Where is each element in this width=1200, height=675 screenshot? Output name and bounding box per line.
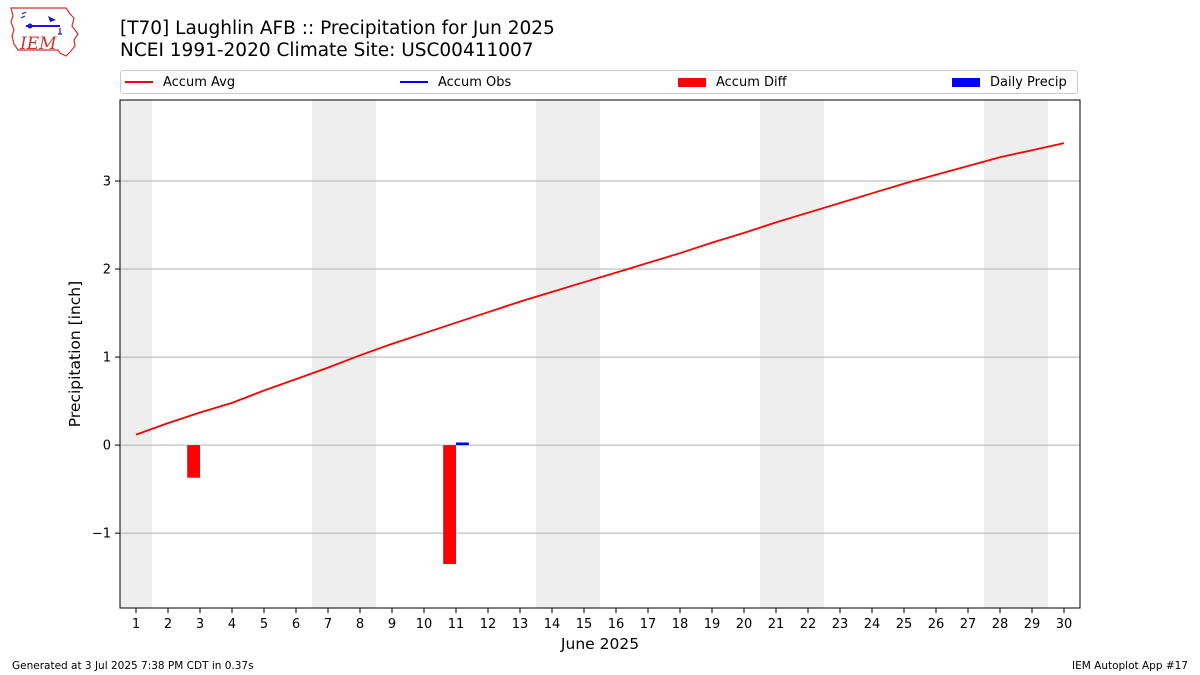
x-tick-label: 6 — [292, 617, 300, 632]
legend-swatch-daily-precip — [952, 77, 980, 87]
x-tick-label: 14 — [544, 617, 561, 632]
legend-swatch-accum-diff — [678, 77, 706, 87]
x-tick-label: 24 — [864, 617, 881, 632]
accum-diff-bar-day-3 — [187, 445, 200, 478]
x-tick-label: 1 — [132, 617, 140, 632]
y-tick-label: 1 — [103, 351, 111, 366]
accum-avg-line — [135, 142, 1065, 436]
x-tick-label: 28 — [992, 617, 1009, 632]
x-tick-label: 2 — [164, 617, 172, 632]
x-tick-label: 23 — [832, 617, 849, 632]
legend-label-daily-precip: Daily Precip — [990, 74, 1067, 90]
x-tick-label: 9 — [388, 617, 396, 632]
footer-app-text: IEM Autoplot App #17 — [1072, 660, 1188, 672]
y-axis-label: Precipitation [inch] — [66, 281, 84, 427]
x-tick-label: 30 — [1056, 617, 1073, 632]
weekend-shade-4 — [984, 100, 1048, 608]
x-tick-label: 15 — [576, 617, 593, 632]
x-tick-label: 8 — [356, 617, 364, 632]
chart-subtitle: NCEI 1991-2020 Climate Site: USC00411007 — [120, 40, 534, 61]
x-tick-label: 29 — [1024, 617, 1041, 632]
legend-label-accum-avg: Accum Avg — [163, 74, 236, 90]
legend-label-accum-diff: Accum Diff — [716, 74, 787, 90]
y-tick-label: 3 — [103, 174, 111, 189]
x-tick-label: 22 — [800, 617, 817, 632]
x-tick-label: 13 — [512, 617, 529, 632]
y-tick-label: 2 — [103, 263, 111, 278]
legend-label-accum-obs: Accum Obs — [438, 74, 512, 90]
x-tick-label: 20 — [736, 617, 753, 632]
plot-frame — [119, 99, 1081, 609]
x-tick-label: 27 — [960, 617, 977, 632]
legend-item-accum-avg: Accum Avg — [125, 71, 235, 93]
x-tick-label: 16 — [608, 617, 625, 632]
x-tick-label: 26 — [928, 617, 945, 632]
footer-generated-text: Generated at 3 Jul 2025 7:38 PM CDT in 0… — [12, 660, 254, 672]
x-tick-label: 4 — [228, 617, 236, 632]
chart-legend: Accum Avg Accum Obs Accum Diff Daily Pre… — [120, 70, 1078, 94]
y-tick-label: 0 — [103, 439, 111, 454]
x-tick-label: 21 — [768, 617, 785, 632]
x-tick-label: 10 — [416, 617, 433, 632]
x-tick-label: 12 — [480, 617, 497, 632]
legend-item-accum-diff: Accum Diff — [678, 71, 787, 93]
x-tick-label: 3 — [196, 617, 204, 632]
iem-logo: IEM — [8, 6, 80, 58]
weekend-shade-0 — [120, 100, 152, 608]
accum-diff-bar-day-11 — [443, 445, 456, 564]
x-tick-label: 17 — [640, 617, 657, 632]
x-tick-label: 25 — [896, 617, 913, 632]
y-tick-label: −1 — [92, 527, 111, 542]
legend-item-accum-obs: Accum Obs — [400, 71, 511, 93]
legend-item-daily-precip: Daily Precip — [952, 71, 1067, 93]
x-axis-label: June 2025 — [560, 635, 639, 653]
x-tick-label: 11 — [448, 617, 465, 632]
chart-title: [T70] Laughlin AFB :: Precipitation for … — [120, 18, 555, 39]
weekend-shade-1 — [312, 100, 376, 608]
weekend-shade-3 — [760, 100, 824, 608]
legend-swatch-accum-avg — [125, 81, 153, 83]
x-tick-label: 18 — [672, 617, 689, 632]
x-tick-label: 19 — [704, 617, 721, 632]
svg-text:IEM: IEM — [19, 34, 57, 54]
daily-precip-bar-day-11 — [456, 442, 469, 446]
legend-swatch-accum-obs — [400, 81, 428, 83]
x-tick-label: 5 — [260, 617, 268, 632]
weekend-shade-2 — [536, 100, 600, 608]
x-tick-label: 7 — [324, 617, 332, 632]
